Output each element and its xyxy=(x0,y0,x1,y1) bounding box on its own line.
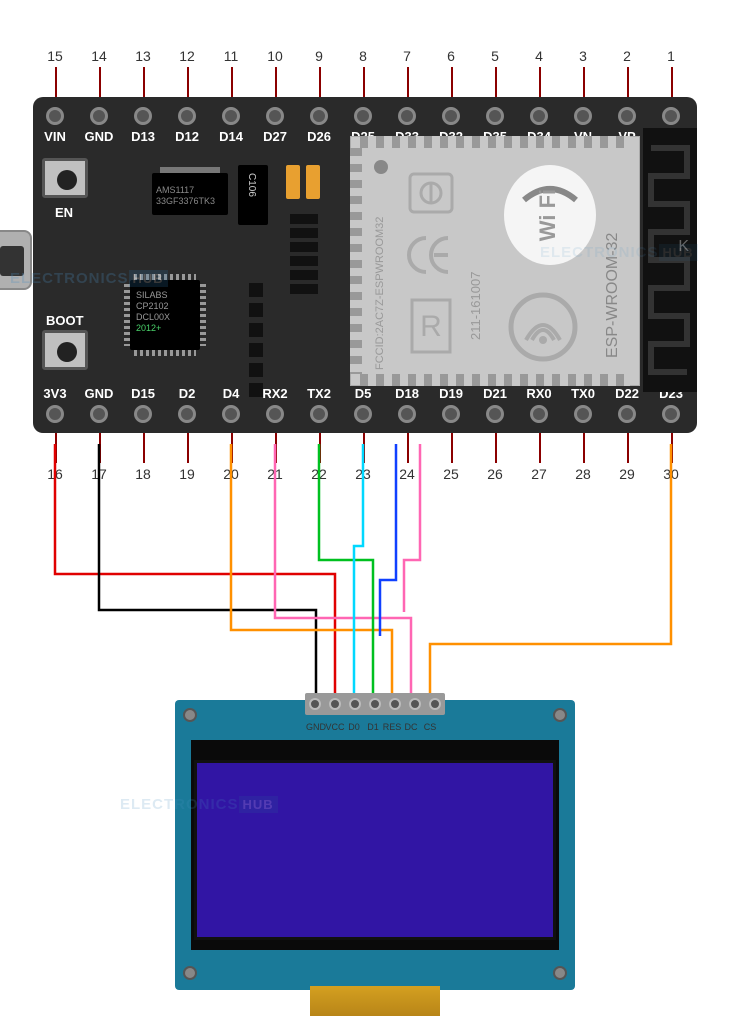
oled-pinlabel-GND: GND xyxy=(306,722,326,732)
oled-pinlabel-DC: DC xyxy=(405,722,418,732)
wiring-diagram: 151413121110987654321 161718192021222324… xyxy=(0,0,730,1024)
oled-pinlabel-VCC: VCC xyxy=(325,722,344,732)
oled-pin-header xyxy=(305,693,445,715)
oled-pinlabel-RES: RES xyxy=(383,722,402,732)
oled-pinlabel-D0: D0 xyxy=(348,722,360,732)
oled-flex-ribbon xyxy=(310,986,440,1016)
oled-pinlabel-CS: CS xyxy=(424,722,437,732)
watermark-2: ELECTRONICSHUB xyxy=(540,244,698,261)
oled-screw-tl xyxy=(183,708,197,722)
watermark-1: ELECTRONICSHUB xyxy=(10,270,168,287)
watermark-3: ELECTRONICSHUB xyxy=(120,796,278,813)
oled-screen xyxy=(194,760,556,940)
oled-screw-br xyxy=(553,966,567,980)
oled-screw-bl xyxy=(183,966,197,980)
oled-pinlabel-D1: D1 xyxy=(367,722,379,732)
oled-screw-tr xyxy=(553,708,567,722)
